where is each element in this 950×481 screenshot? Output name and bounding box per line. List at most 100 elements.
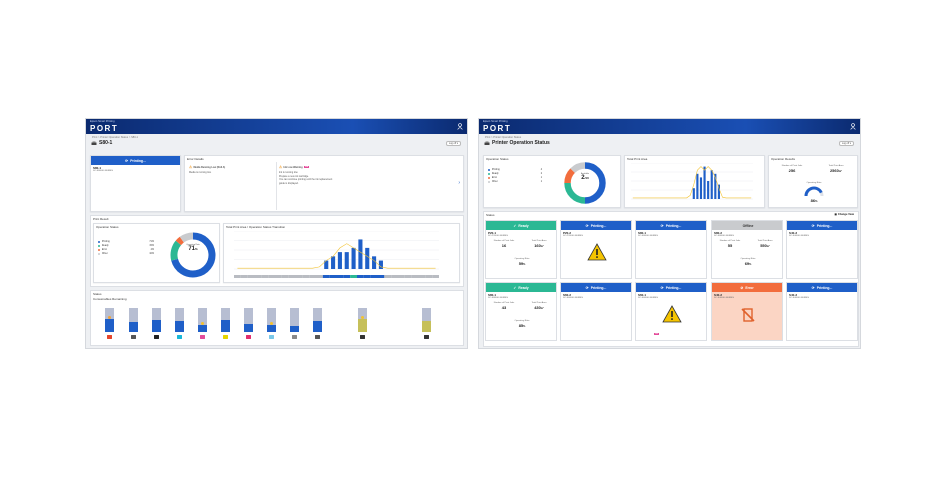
ink-level-bar [221, 308, 230, 332]
ink-level-bar [198, 308, 207, 332]
donut-slice [171, 232, 216, 278]
timeline-segment [316, 275, 323, 278]
printer-card[interactable]: ⟳ Printing... S40-3 SC-S40600 SERIES [786, 220, 858, 279]
operating-rate-donut [170, 232, 216, 278]
logoff-button[interactable]: Log off ▾ [838, 141, 854, 146]
gauge-fill [804, 186, 823, 197]
printer-name: P20-1 [488, 231, 497, 235]
area-value: 430 [534, 305, 541, 310]
status-section: Status ▦ Change View ✓ Ready P20-1 SC-P20000… [483, 211, 859, 347]
timeline-segment [309, 275, 316, 278]
timeline-segment [336, 275, 344, 278]
ink-level-fill [358, 318, 367, 332]
donut-slice [170, 240, 182, 261]
donut-label: Available [580, 173, 590, 175]
printer-card[interactable]: ⊘ Error S40-2 SC-S40600 SERIES [711, 282, 783, 341]
rate-unit: % [523, 263, 526, 266]
status-label: Printing... [816, 285, 833, 290]
rate-label: Operating Rate [514, 258, 530, 260]
area-stat: Total Print Area 430m² [522, 302, 556, 310]
grid-icon: ▦ [834, 213, 837, 216]
legend-row: Error 1 [488, 176, 542, 180]
printer-card[interactable]: ⟳ Printing... S60-2 SC-S60600 SERIES [560, 282, 632, 341]
ink-level-bar [267, 308, 276, 332]
divider [276, 162, 277, 210]
error-details-title: Error Details [187, 157, 204, 161]
legend-label: Ready [101, 245, 109, 247]
bar [331, 256, 336, 269]
area-label: Total Print Area [531, 240, 547, 242]
ink-level-bar [313, 308, 322, 332]
operation-status-title: Operation Status [96, 225, 119, 229]
rate-label: Operating Rate [806, 182, 822, 184]
printer-card[interactable]: ✓ Ready S80-1 SC-S80600 SERIES Number of Pri… [485, 282, 557, 341]
bar [365, 247, 370, 269]
timeline-segment [234, 275, 241, 278]
rate-value: 85 [518, 323, 524, 328]
area-label: Total Print Area [828, 165, 844, 167]
ink-color-icon [154, 335, 159, 339]
legend-row: Printing 4 [488, 168, 542, 172]
logoff-button[interactable]: Log off ▾ [445, 141, 461, 146]
legend-value: 10% [149, 253, 154, 255]
area-unit: m² [766, 245, 770, 248]
warning-marker [270, 321, 273, 325]
ink-color-icon [107, 335, 112, 339]
jobs-stat: Number of Print Jobs 256 [772, 165, 812, 173]
timeline-segment [322, 275, 330, 278]
printer-name: P20-2 [563, 231, 572, 235]
timeline-segment [275, 275, 282, 278]
area-chart-title: Total Print Area / Operation Status Tran… [226, 225, 286, 229]
printer-card[interactable]: ⟳ Printing... P20-2 SC-P20000 SERIES [560, 220, 632, 279]
area-value: 550 [760, 243, 767, 248]
jobs-label: Number of Print Jobs [493, 240, 515, 242]
timeline-segment [240, 275, 248, 278]
legend: Printing 71% Ready 15% Error 4% Other 10% [98, 240, 154, 256]
chevron-right-icon[interactable]: › [458, 180, 460, 186]
jobs-value: 43 [501, 305, 507, 310]
rate-unit: % [523, 325, 526, 328]
results-title: Operation Results [771, 157, 796, 161]
ink-color-icon [315, 335, 320, 339]
bar [344, 252, 349, 269]
bar [692, 188, 695, 199]
status-title: Status [486, 213, 495, 217]
timeline-segment [404, 275, 412, 278]
ink-color-icon [200, 335, 205, 339]
legend-label: Ready [491, 173, 499, 175]
legend-label: Error [101, 249, 107, 251]
printer-card[interactable]: Offline S80-2 SC-S80600 SERIES Number of Pr… [711, 220, 783, 279]
printer-status-card[interactable]: ⟳ Printing... S80-1 SC-S80600 SERIES [90, 155, 181, 212]
warning-icon [587, 243, 607, 261]
breadcrumb[interactable]: Print > Printer Operation Status [485, 136, 522, 139]
ink-level-bar [422, 308, 431, 332]
warning-icon: ⚠ [189, 165, 193, 169]
timeline-segment [377, 275, 385, 278]
printer-card[interactable]: ⟳ Printing... S80-1 SC-S80600 SERIES [635, 220, 707, 279]
area-value: 160 [534, 243, 541, 248]
timeline-segment [268, 275, 275, 278]
ink-color-icon [360, 335, 365, 339]
printer-model: SC-S40600 SERIES [714, 297, 734, 299]
printer-card[interactable]: ⟳ Printing... S60-1 SC-S60600 SERIES LM [635, 282, 707, 341]
user-icon[interactable] [850, 123, 856, 130]
user-icon[interactable] [457, 123, 463, 130]
status-label: Offline [742, 223, 754, 228]
change-view-button[interactable]: ▦ Change View [834, 213, 854, 216]
refresh-icon: ⟳ [811, 223, 815, 228]
legend-label: Printing [101, 241, 110, 243]
ink-level-fill [267, 324, 276, 332]
timeline-segment [391, 275, 398, 278]
breadcrumb[interactable]: Print > Printer Operation Status > S80-1 [92, 136, 138, 139]
ink-level-bar [129, 308, 138, 332]
legend-label: Other [101, 253, 108, 255]
printer-card[interactable]: ✓ Ready P20-1 SC-P20000 SERIES Number of Pri… [485, 220, 557, 279]
printer-card[interactable]: ⟳ Printing... S40-3 SC-S40600 SERIES [786, 282, 858, 341]
ink-level-bar [175, 308, 184, 332]
ink-level-fill [244, 323, 253, 332]
print-area-transition-panel: Total Print Area / Operation Status Tran… [223, 223, 460, 283]
legend-row: Error 4% [98, 248, 154, 252]
rate-label: Operating Rate [514, 320, 530, 322]
brand-subtitle: Epson Smart Printing [90, 120, 115, 123]
legend-label: Error [491, 177, 497, 179]
